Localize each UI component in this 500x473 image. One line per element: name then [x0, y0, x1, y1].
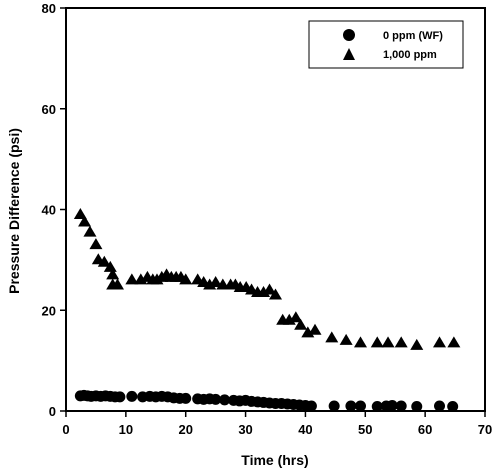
data-points: [73, 207, 461, 412]
x-tick-label: 40: [298, 422, 312, 437]
y-tick-label: 20: [42, 303, 56, 318]
legend-label-series-1: 0 ppm (WF): [383, 30, 443, 42]
series-2-triangle-point: [325, 331, 339, 343]
series-1-circle-point: [434, 400, 446, 412]
x-tick-label: 10: [119, 422, 133, 437]
x-axis-title: Time (hrs): [241, 452, 308, 468]
y-axis-ticks: 0 20 40 60 80: [42, 1, 66, 419]
series-2-triangle-point: [125, 273, 139, 285]
series-2-triangle-point: [394, 336, 408, 348]
y-tick-label: 0: [49, 404, 56, 419]
series-2-triangle-point: [209, 275, 223, 287]
x-tick-label: 60: [418, 422, 432, 437]
series-2-triangle-point: [179, 273, 193, 285]
series-1-circle-point: [126, 390, 138, 402]
y-axis-title: Pressure Difference (psi): [6, 128, 22, 294]
series-1-circle-point: [328, 400, 340, 412]
x-tick-label: 0: [62, 422, 69, 437]
series-1-circle-point: [210, 393, 222, 405]
series-2-triangle-point: [103, 260, 117, 272]
series-2-triangle-point: [83, 225, 97, 237]
series-2-triangle-point: [269, 288, 282, 300]
series-2-triangle-point: [370, 336, 384, 348]
series-1-circle-point: [180, 392, 192, 404]
series-2-triangle-point: [73, 207, 87, 219]
series-1-circle-point: [395, 400, 407, 412]
series-1-circle-point: [345, 400, 357, 412]
legend-marker-triangle: [343, 48, 355, 60]
legend-box: [308, 20, 464, 69]
series-1-circle-point: [371, 400, 383, 412]
series-1-circle-point: [447, 400, 459, 412]
series-2-triangle-point: [78, 215, 92, 227]
x-axis-ticks: 0 10 20 30 40 50 60 70: [62, 411, 492, 437]
series-2-triangle-point: [89, 238, 103, 250]
series-1-circle-point: [386, 399, 398, 411]
x-tick-label: 50: [358, 422, 372, 437]
series-2-triangle-point: [308, 323, 322, 335]
y-tick-label: 60: [42, 102, 56, 117]
series-1-circle-point: [114, 391, 126, 403]
legend-marker-circle: [343, 29, 355, 41]
series-1-circle-point: [354, 400, 366, 412]
x-tick-label: 20: [178, 422, 192, 437]
series-1-circle-point: [411, 400, 423, 412]
series-2-triangle-point: [110, 278, 124, 290]
series-2-triangle-point: [410, 338, 424, 350]
x-tick-label: 30: [238, 422, 252, 437]
series-2-triangle-point: [353, 336, 367, 348]
series-2-triangle-point: [447, 336, 461, 348]
series-2-triangle-point: [381, 336, 395, 348]
legend: 0 ppm (WF) 1,000 ppm: [308, 20, 464, 69]
series-2-triangle-point: [433, 336, 447, 348]
series-2-triangle-point: [294, 318, 308, 330]
series-2-triangle-point: [106, 268, 120, 280]
legend-label-series-2: 1,000 ppm: [383, 49, 437, 61]
y-tick-label: 80: [42, 1, 56, 16]
series-1-circle-point: [219, 394, 231, 406]
series-2-triangle-point: [289, 311, 303, 323]
series-2-triangle-point: [263, 283, 277, 295]
series-1-circle-point: [305, 400, 317, 412]
x-tick-label: 70: [478, 422, 492, 437]
series-2-triangle-point: [339, 333, 353, 345]
y-tick-label: 40: [42, 203, 56, 218]
series-2-triangle-point: [97, 255, 111, 267]
